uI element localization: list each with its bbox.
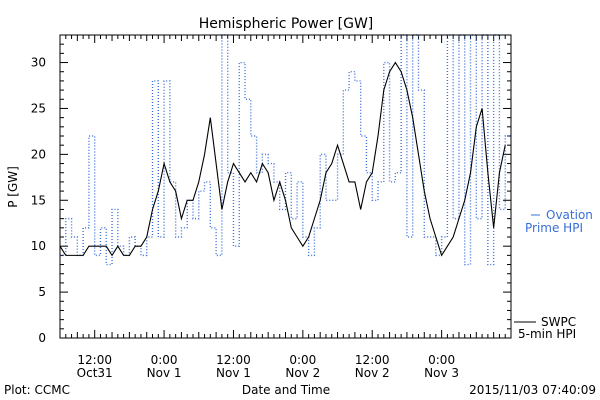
legend-swpc-label: 5-min HPI	[518, 327, 576, 341]
series-lines	[59, 34, 511, 266]
y-tick-label: 25	[31, 101, 46, 115]
plot-credit: Plot: CCMC	[4, 383, 70, 397]
x-tick-label-time: 0:00	[289, 353, 316, 367]
legend-swpc-label: SWPC	[541, 315, 576, 329]
y-tick-label: 10	[31, 239, 46, 253]
x-tick-label-time: 12:00	[216, 353, 251, 367]
y-tick-label: 0	[38, 331, 46, 345]
x-tick-label-date: Nov 2	[285, 366, 320, 380]
x-tick-label-time: 0:00	[151, 353, 178, 367]
x-tick-label-date: Nov 1	[147, 366, 182, 380]
y-tick-label: 20	[31, 147, 46, 161]
y-axis-label: P [GW]	[6, 166, 20, 208]
plot-frame	[59, 34, 512, 339]
x-tick-label-date: Oct31	[77, 366, 113, 380]
y-tick-label: 15	[31, 193, 46, 207]
y-tick-label: 30	[31, 56, 46, 70]
y-tick-label: 5	[38, 285, 46, 299]
plot-timestamp: 2015/11/03 07:40:09	[469, 383, 596, 397]
legend-ovation-label: Prime HPI	[525, 221, 583, 235]
legend-ovation-label: Ovation	[546, 208, 593, 222]
x-tick-label-date: Nov 2	[355, 366, 390, 380]
x-tick-label-date: Nov 3	[424, 366, 459, 380]
x-tick-label-time: 12:00	[77, 353, 112, 367]
axes-ticks	[59, 34, 512, 339]
y-tick-labels: 0 5 10 15 20 25 30	[31, 56, 46, 345]
x-axis-label: Date and Time	[242, 383, 330, 397]
x-tick-label-date: Nov 1	[216, 366, 251, 380]
x-tick-label-time: 0:00	[428, 353, 455, 367]
chart-title: Hemispheric Power [GW]	[199, 16, 374, 32]
series-ovation-prime-hpi	[60, 34, 511, 266]
x-tick-label-time: 12:00	[355, 353, 390, 367]
series-swpc-5min-hpi	[59, 61, 506, 257]
